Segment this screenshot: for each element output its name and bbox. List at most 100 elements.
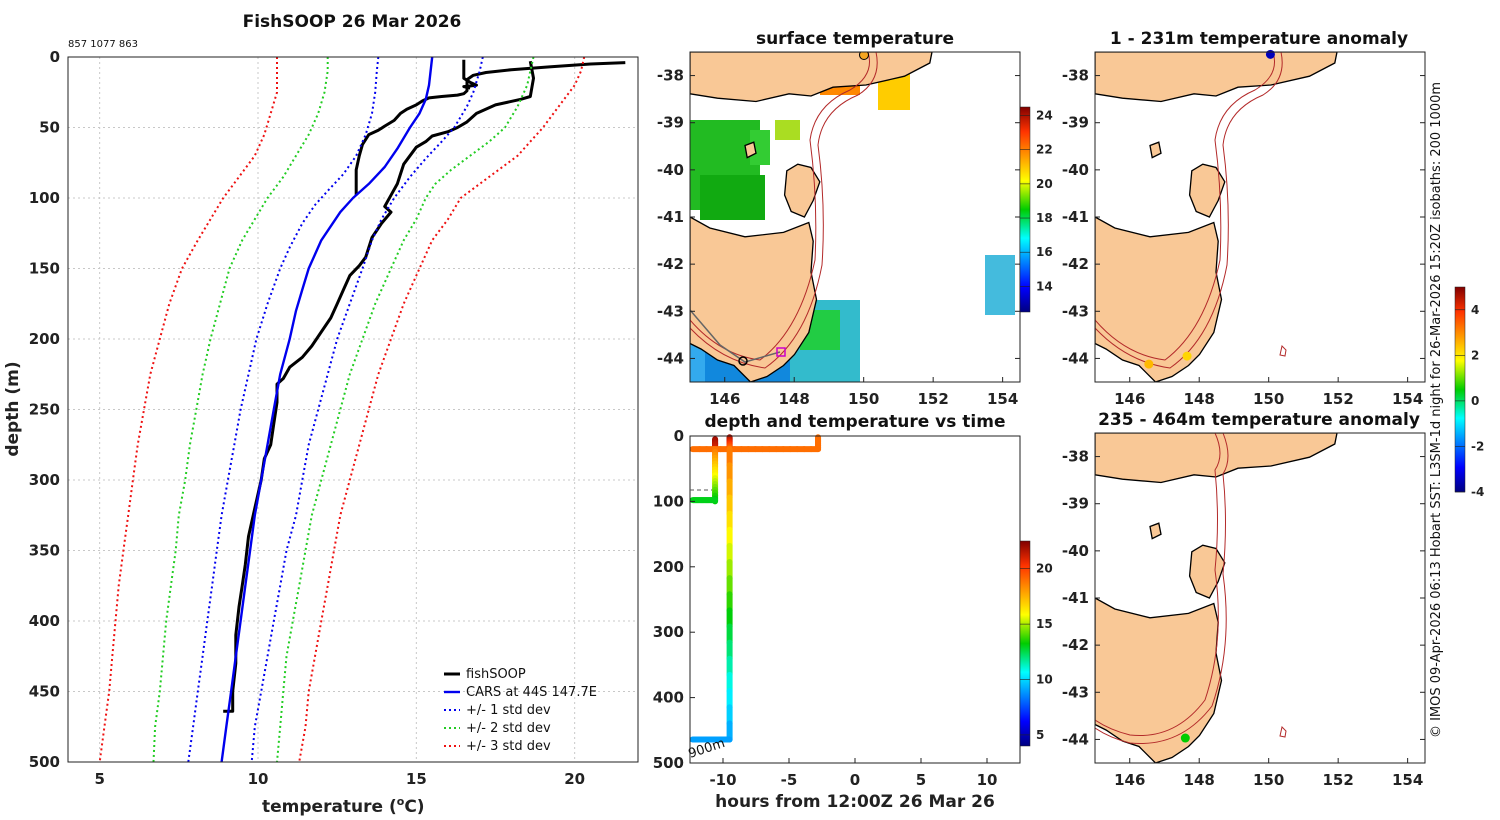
track-start-marker [859, 52, 869, 60]
vessel-track [690, 309, 781, 363]
series--1-std-dev [250, 56, 484, 763]
colorbar-tick-label: 4 [1471, 303, 1479, 317]
profile-grid [68, 56, 638, 763]
map-y-tick-label: -38 [657, 67, 684, 85]
surface-colorbar-ticks: 14 16 18 20 22 24 [1020, 109, 1053, 293]
time-y-tick-label: 500 [653, 754, 684, 772]
map-y-tick-label: -42 [657, 255, 684, 273]
anomaly-map-1-ticks: 146 148 150 152 154 -38 -39 -40 -41 -42 -43 -44 [1062, 67, 1425, 408]
time-panel: depth and temperature vs time -10 -5 0 5 100… [653, 412, 1053, 812]
anomaly-map-2-seamount [1279, 726, 1287, 738]
map-x-tick-label: 154 [1392, 771, 1423, 789]
time-colorbar [1019, 540, 1031, 747]
y-tick-label: 200 [29, 330, 60, 348]
series--3-std-dev [298, 56, 586, 763]
map-x-tick-label: 146 [1114, 771, 1145, 789]
anomaly-map-2-content [1095, 433, 1338, 763]
series-fishsoop [354, 61, 626, 196]
surface-map-isobath-1000 [690, 52, 878, 369]
map-x-tick-label: 152 [918, 390, 949, 408]
map-y-tick-label: -38 [1062, 67, 1089, 85]
map-y-tick-label: -39 [1062, 114, 1089, 132]
surface-colorbar [1019, 106, 1031, 313]
map-x-tick-label: 148 [1184, 771, 1215, 789]
x-tick-label: 5 [94, 770, 104, 788]
anomaly-map-1-content [1095, 52, 1338, 382]
map-x-tick-label: 154 [1392, 390, 1423, 408]
profile-id-text: 857 1077 863 [68, 39, 138, 50]
time-y-tick-label: 100 [653, 492, 684, 510]
map-y-tick-label: -39 [1062, 495, 1089, 513]
anomaly-map-2-title: 235 - 464m temperature anomaly [1098, 410, 1420, 430]
anomaly-point [1144, 359, 1154, 369]
time-colorbar-ticks: 5 10 15 20 [1020, 562, 1053, 742]
anomaly-point [1182, 351, 1192, 361]
anomaly-map-1-title: 1 - 231m temperature anomaly [1110, 29, 1408, 49]
anomaly-map-1-panel: 1 - 231m temperature anomaly 146 148 150 15… [1062, 29, 1484, 499]
map-y-tick-label: -43 [657, 302, 684, 320]
colorbar-tick-label: 14 [1036, 279, 1053, 293]
anomaly-map-1-land [1095, 52, 1338, 382]
map-y-tick-label: -44 [1062, 730, 1089, 748]
surface-map-isobath-200 [690, 52, 870, 361]
time-x-tick-label: 0 [850, 771, 860, 789]
legend-label: CARS at 44S 147.7E [466, 685, 597, 700]
anomaly-point [1265, 49, 1275, 59]
map-y-tick-label: -41 [657, 208, 684, 226]
colorbar-tick-label: -2 [1471, 439, 1484, 453]
x-tick-label: 10 [248, 770, 269, 788]
time-panel-frame [689, 435, 1021, 764]
sst-patch-east [985, 255, 1015, 315]
map-y-tick-label: -44 [657, 349, 684, 367]
map-x-tick-label: 150 [848, 390, 879, 408]
colorbar-tick-label: -4 [1471, 485, 1484, 499]
map-y-tick-label: -42 [1062, 255, 1089, 273]
time-x-tick-label: 5 [916, 771, 926, 789]
map-y-tick-label: -39 [657, 114, 684, 132]
map-y-tick-label: -43 [1062, 302, 1089, 320]
series--3-std-dev [98, 57, 278, 763]
colorbar-tick-label: 22 [1036, 143, 1053, 157]
colorbar-tick-label: 15 [1036, 617, 1053, 631]
series-cars-at-44s-147-7e [220, 56, 434, 763]
map-y-tick-label: -38 [1062, 448, 1089, 466]
profile-panel: FishSOOP 26 Mar 2026 857 1077 863 5 10 15 2… [3, 12, 639, 817]
map-y-tick-label: -41 [1062, 208, 1089, 226]
series--2-std-dev [152, 57, 329, 763]
profile-series [98, 56, 626, 763]
colorbar-tick-label: 16 [1036, 245, 1053, 259]
time-panel-segments [689, 434, 822, 743]
anomaly-map-2-isobath-200 [1095, 433, 1221, 737]
map-y-tick-label: -41 [1062, 589, 1089, 607]
profile-ylabel: depth (m) [3, 361, 23, 456]
y-tick-label: 350 [29, 542, 60, 560]
time-y-tick-label: 300 [653, 623, 684, 641]
colorbar-tick-label: 2 [1471, 348, 1479, 362]
map-y-tick-label: -40 [657, 161, 684, 179]
colorbar-tick-label: 18 [1036, 211, 1053, 225]
y-tick-label: 400 [29, 612, 60, 630]
surface-map-ticks: 146 148 150 152 154 -38 -39 -40 -41 -42 -43 -44 [657, 67, 1020, 408]
sst-patch-yellowgreen [775, 120, 800, 140]
colorbar-tick-label: 20 [1036, 562, 1053, 576]
series--2-std-dev [276, 56, 535, 763]
series-fishsoop [462, 59, 478, 90]
profile-plot-frame [67, 56, 639, 763]
y-tick-label: 450 [29, 683, 60, 701]
time-x-tick-label: 10 [977, 771, 998, 789]
x-tick-label: 20 [564, 770, 585, 788]
map-y-tick-label: -40 [1062, 542, 1089, 560]
colorbar-tick-label: 24 [1036, 109, 1053, 123]
profile-location-marker [776, 347, 786, 357]
legend-label: +/- 1 std dev [466, 703, 551, 718]
anomaly-map-1-isobath-1000 [1095, 52, 1283, 369]
y-tick-label: 500 [29, 753, 60, 771]
profile-xlabel: temperature (oC) [262, 795, 425, 817]
anomaly-colorbar-ticks: -4 -2 0 2 4 [1455, 303, 1484, 499]
page-title: FishSOOP 26 Mar 2026 [243, 12, 462, 32]
map-x-tick-label: 152 [1323, 771, 1354, 789]
anomaly-point [1180, 733, 1190, 743]
sst-patch-bass-south [700, 175, 765, 220]
